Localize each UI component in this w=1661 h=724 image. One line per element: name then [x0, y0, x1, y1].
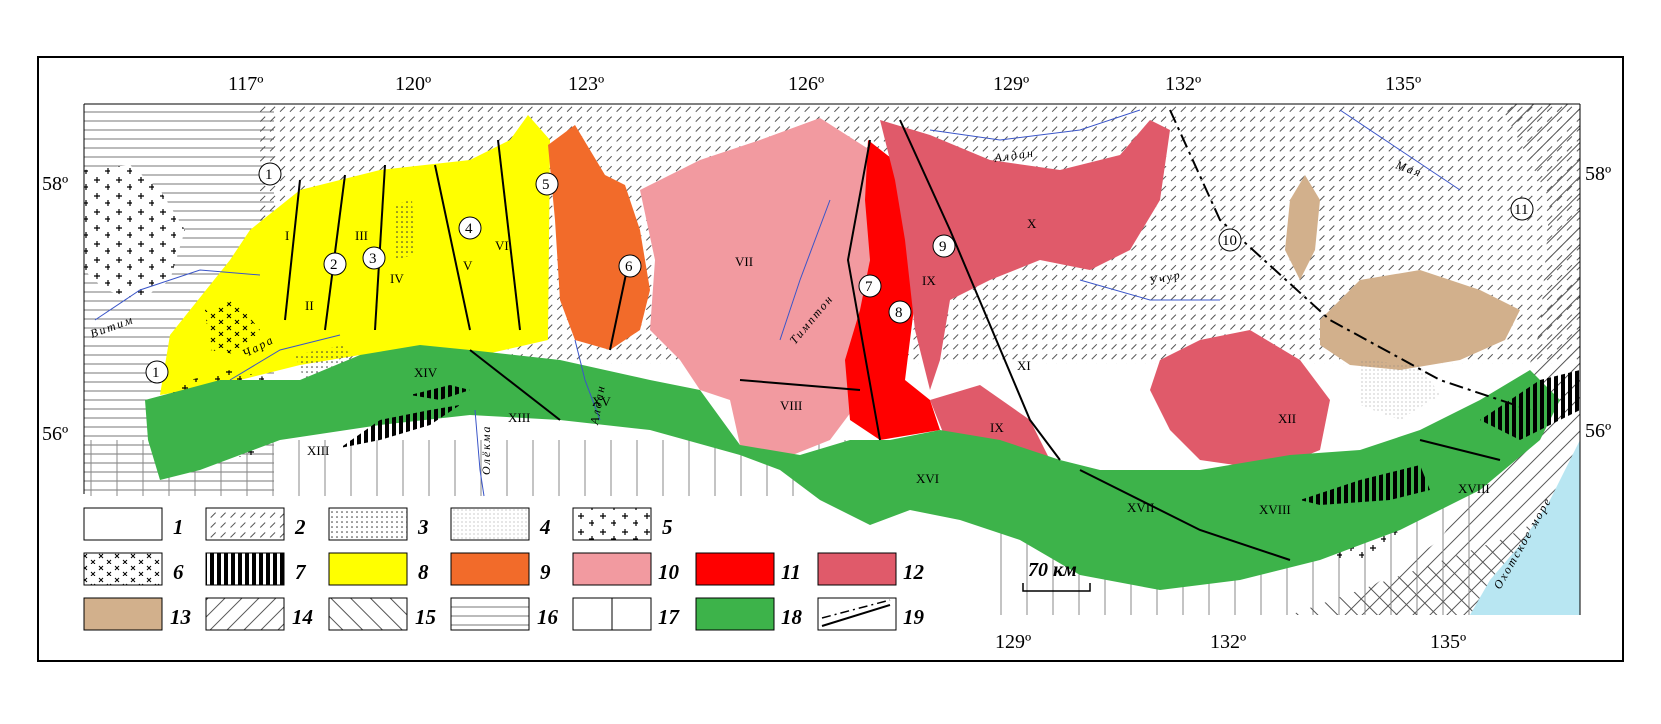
- river-label-aldan-north: Алдан: [992, 145, 1035, 165]
- coord-bottom: 129º: [995, 631, 1031, 653]
- legend: 1 2 3 4 5 6 7 8 9 10 11 12 13 14 15 16 1…: [83, 507, 925, 631]
- legend-number: 14: [292, 605, 313, 629]
- finedots-patch: [1360, 360, 1440, 420]
- pink-domain: [640, 118, 880, 460]
- rivers: [94, 109, 1461, 497]
- legend-number: 3: [417, 515, 429, 539]
- coord-right: 58º: [1585, 163, 1611, 185]
- fault-number: 11: [1514, 202, 1528, 218]
- legend-number: 13: [170, 605, 191, 629]
- rose-domain-north: [880, 120, 1170, 390]
- striped-body-west: [340, 405, 460, 448]
- region-label: VI: [495, 238, 509, 253]
- region-label: VII: [735, 254, 753, 269]
- region-label: XII: [1278, 411, 1296, 426]
- granite-yellow: [205, 300, 260, 355]
- yellow-domain: [160, 115, 550, 395]
- region-label: V: [463, 258, 473, 273]
- coord-top: 132º: [1165, 73, 1201, 95]
- fault-number: 1: [152, 365, 160, 381]
- coord-right: 56º: [1585, 420, 1611, 442]
- fault-number: 1: [265, 167, 273, 183]
- legend-number: 15: [415, 605, 436, 629]
- region-label: IV: [390, 271, 404, 286]
- legend-number: 1: [173, 515, 184, 539]
- coord-top: 126º: [788, 73, 824, 95]
- granite-patch-pattern: [84, 165, 185, 300]
- green-belt: [145, 345, 1560, 590]
- coord-left: 56º: [42, 423, 68, 445]
- dash-dot-fault: [1169, 109, 1531, 411]
- region-label: XVI: [916, 471, 939, 486]
- tan-domain-north: [1285, 175, 1320, 280]
- legend-number: 19: [903, 605, 925, 629]
- region-label: X: [1027, 216, 1037, 231]
- fault-number: 9: [939, 239, 947, 255]
- map-body: [83, 103, 1581, 615]
- region-label: I: [285, 228, 289, 243]
- fault-number: 6: [625, 259, 633, 275]
- region-label: IX: [990, 420, 1004, 435]
- scale-bar: [1022, 583, 1091, 592]
- region-label: XVIII: [1458, 481, 1490, 496]
- region-label: XVIII: [1259, 502, 1291, 517]
- scale-label: 70 км: [1028, 559, 1077, 581]
- fault-number: 8: [895, 305, 903, 321]
- region-label: XIII: [307, 443, 329, 458]
- legend-number: 17: [658, 605, 681, 629]
- striped-body-east: [1300, 465, 1430, 505]
- region-label: VIII: [780, 398, 802, 413]
- frame-ticks: [83, 103, 1581, 615]
- river-label-uchur: Учур: [1148, 267, 1183, 288]
- region-label: II: [305, 298, 314, 313]
- region-label: XIV: [414, 365, 438, 380]
- fault-numbers: 1 1 2 3 4 5 6 7 8 9 10 11: [145, 162, 1534, 384]
- legend-number: 5: [662, 515, 673, 539]
- red-domain: [845, 140, 940, 440]
- legend-number: 10: [658, 560, 680, 584]
- coord-top: 135º: [1385, 73, 1421, 95]
- fault-number: 4: [465, 221, 473, 237]
- coord-top: 123º: [568, 73, 604, 95]
- striped-body-far: [1480, 370, 1580, 440]
- coord-labels: 117º 120º 123º 126º 129º 132º 135º 58º 5…: [42, 73, 1611, 653]
- river-label-olekma: Олёкма: [479, 425, 493, 476]
- region-label: XVII: [1127, 500, 1154, 515]
- region-label: XV: [592, 394, 611, 409]
- coord-left: 58º: [42, 173, 68, 195]
- orange-domain: [548, 125, 650, 350]
- fault-number: 10: [1222, 233, 1237, 249]
- coord-top: 117º: [228, 73, 263, 95]
- fault-number: 3: [369, 251, 377, 267]
- coord-top: 129º: [993, 73, 1029, 95]
- fault-number: 2: [330, 257, 338, 273]
- legend-number: 12: [903, 560, 925, 584]
- legend-number: 4: [539, 515, 551, 539]
- tan-domain: [1320, 270, 1520, 370]
- legend-number: 2: [294, 515, 306, 539]
- legend-number: 18: [781, 605, 803, 629]
- region-label: III: [355, 228, 368, 243]
- dotted-patch: [393, 200, 415, 260]
- coord-top: 120º: [395, 73, 431, 95]
- legend-number: 11: [781, 560, 801, 584]
- coord-bottom: 132º: [1210, 631, 1246, 653]
- legend-number: 7: [295, 560, 307, 584]
- okhotsk-sea: [1470, 440, 1580, 615]
- legend-number: 6: [173, 560, 184, 584]
- fault-number: 5: [542, 177, 550, 193]
- fault-number: 7: [865, 279, 873, 295]
- legend-number: 9: [540, 560, 551, 584]
- region-label: XIII: [508, 410, 530, 425]
- region-label: XI: [1017, 358, 1031, 373]
- region-labels: I II III IV V VI VII VIII IX IX X XI XII…: [285, 216, 1490, 517]
- legend-number: 16: [537, 605, 559, 629]
- region-label: IX: [922, 273, 936, 288]
- legend-number: 8: [418, 560, 429, 584]
- coord-bottom: 135º: [1430, 631, 1466, 653]
- rose-domain-xii: [1150, 330, 1330, 470]
- striped-body-mid: [410, 385, 470, 400]
- east-diagonal-zone: [1330, 104, 1580, 615]
